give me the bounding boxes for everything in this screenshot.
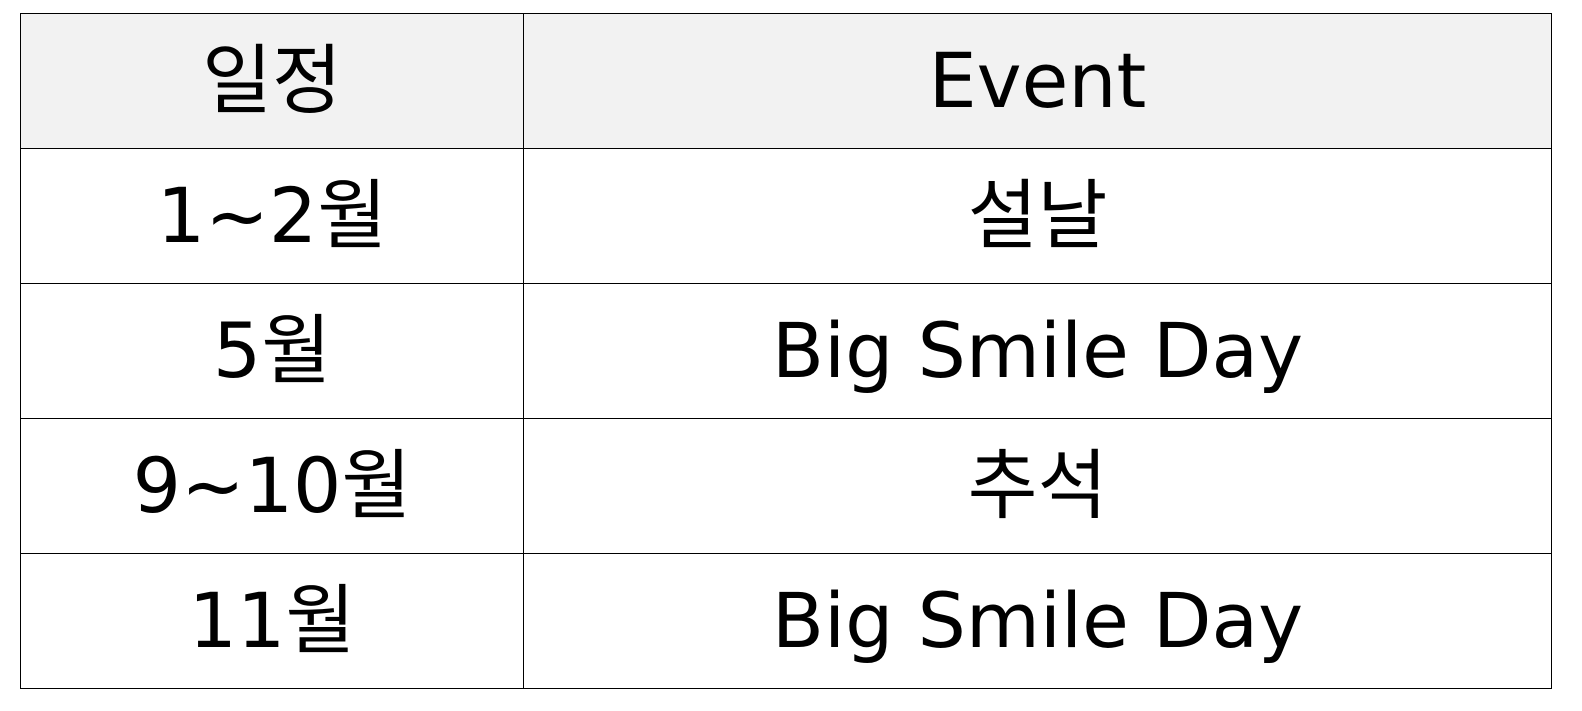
table-row: 1~2월 설날 <box>20 148 1552 284</box>
date-cell: 5월 <box>20 283 524 419</box>
schedule-table: 일정 Event 1~2월 설날 5월 Big Smile Day 9~10월 … <box>20 13 1552 689</box>
event-cell: 추석 <box>523 418 1552 554</box>
date-cell: 11월 <box>20 553 524 689</box>
header-date: 일정 <box>20 13 524 149</box>
table-header: 일정 Event <box>20 13 1552 149</box>
table-row: 11월 Big Smile Day <box>20 553 1552 689</box>
date-cell: 1~2월 <box>20 148 524 284</box>
table-row: 5월 Big Smile Day <box>20 283 1552 419</box>
event-cell: Big Smile Day <box>523 283 1552 419</box>
event-cell: 설날 <box>523 148 1552 284</box>
header-event: Event <box>523 13 1552 149</box>
table-row: 9~10월 추석 <box>20 418 1552 554</box>
event-cell: Big Smile Day <box>523 553 1552 689</box>
table-body: 1~2월 설날 5월 Big Smile Day 9~10월 추석 11월 Bi… <box>20 148 1552 689</box>
header-row: 일정 Event <box>20 13 1552 149</box>
date-cell: 9~10월 <box>20 418 524 554</box>
